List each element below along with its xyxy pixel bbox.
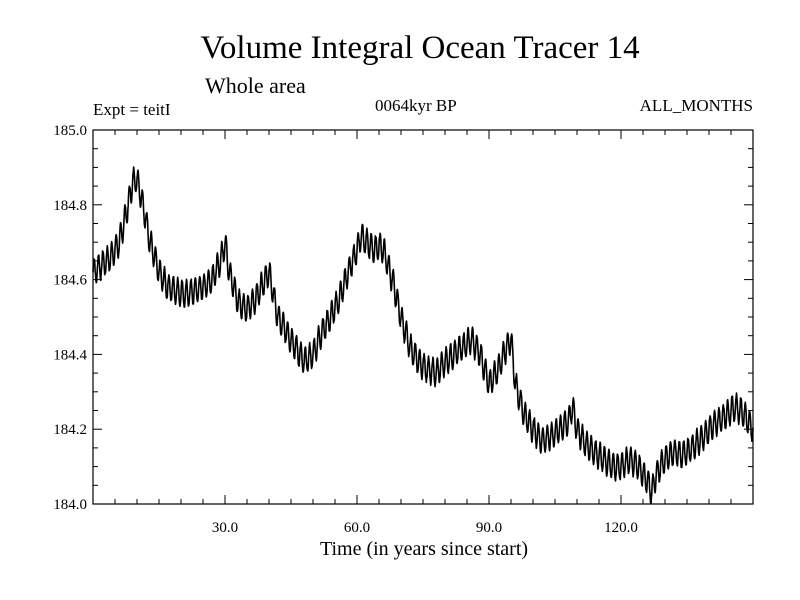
x-tick-label: 60.0 (344, 520, 370, 536)
x-tick-label: 120.0 (604, 520, 638, 536)
axis-ticks (93, 130, 753, 504)
y-tick-label: 184.0 (53, 497, 87, 513)
y-tick-label: 184.6 (53, 273, 87, 289)
y-tick-label: 184.4 (53, 347, 87, 363)
chart-subtitle: Whole area (205, 73, 306, 98)
series-line (92, 166, 754, 505)
x-tick-label: 30.0 (212, 520, 238, 536)
experiment-label: Expt = teitI (93, 100, 171, 119)
y-tick-label: 185.0 (53, 123, 87, 139)
tick-labels: 30.0 60.0 90.0 120.0 184.0 184.2 184.4 184.6 184… (53, 123, 638, 536)
y-tick-label: 184.8 (53, 198, 87, 214)
x-tick-label: 90.0 (476, 520, 502, 536)
x-axis-label: Time (in years since start) (319, 538, 529, 560)
y-tick-label: 184.2 (53, 422, 87, 438)
period-label: 0064kyr BP (375, 96, 457, 115)
chart-title: Volume Integral Ocean Tracer 14 (200, 30, 640, 66)
plot-frame (92, 129, 754, 505)
months-label: ALL_MONTHS (639, 96, 753, 115)
